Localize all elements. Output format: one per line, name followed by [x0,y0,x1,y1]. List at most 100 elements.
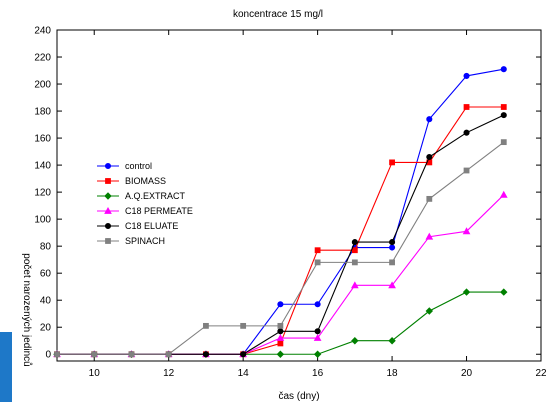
data-point [389,239,396,246]
data-point [314,328,321,335]
data-point [165,351,172,358]
data-point [276,350,285,358]
y-tick-label: 0 [45,350,51,361]
legend-label: C18 PERMEATE [125,206,193,216]
data-point [500,104,507,110]
corner-decoration [0,332,12,402]
data-point [203,322,209,329]
data-point [105,178,111,184]
data-point [104,162,112,170]
plot-area-frame [56,29,542,362]
data-point [388,281,396,289]
data-point [351,239,358,246]
data-point [426,116,433,123]
legend-item: SPINACH [97,236,165,246]
x-tick-label: 18 [387,368,399,379]
data-point [314,259,321,266]
legend-label: C18 ELUATE [125,221,178,231]
series-line [57,141,505,355]
x-tick-label: 10 [89,368,101,379]
legend-item: A.Q.EXTRACT [97,191,186,201]
data-point [425,232,434,240]
legend-label: BIOMASS [125,176,166,186]
y-axis: 0 20 40 60 80 100 120 140 160 180 200 220 240 [34,26,541,361]
data-point [314,247,321,254]
data-point [463,167,470,174]
y-tick-label: 180 [34,107,51,118]
series-control [53,66,507,358]
series-biomass [54,104,507,358]
data-point [426,195,433,202]
series-spinach [54,139,507,358]
data-point [276,334,285,341]
x-axis-title: čas (dny) [278,391,319,402]
data-point [313,350,322,358]
legend-label: control [125,161,152,171]
data-point [389,259,395,266]
y-tick-label: 60 [40,269,52,280]
data-point [54,351,60,358]
legend-label: SPINACH [125,236,165,246]
y-tick-label: 200 [34,80,51,91]
data-point [277,301,284,308]
y-axis-title: počet narozených jedinců [21,253,33,366]
series-line [57,68,504,355]
legend-item: BIOMASS [97,176,166,186]
data-point [313,334,322,341]
legend: control BIOMASS A.Q.EXTRACT C18 PERMEATE C18… [97,161,193,246]
y-tick-label: 160 [34,134,51,145]
data-point [351,337,359,345]
legend-item: control [97,161,152,171]
data-point [388,337,396,345]
x-axis: 10 12 14 16 18 20 22 [89,30,546,379]
data-point [500,288,508,296]
data-point [104,192,112,200]
x-tick-label: 16 [312,368,324,379]
data-point [425,307,434,315]
y-tick-label: 20 [40,323,52,334]
data-point [462,227,471,235]
data-point [499,190,508,198]
data-point [500,139,507,146]
y-tick-label: 100 [34,215,51,226]
data-point [314,301,321,308]
data-point [277,340,284,347]
data-point [351,259,358,266]
y-tick-label: 80 [40,242,52,253]
data-point [350,281,359,289]
data-point [500,66,507,73]
data-point [91,351,98,358]
data-point [463,104,470,110]
y-tick-label: 120 [34,188,51,199]
data-point [500,112,507,119]
chart-title: koncentrace 15 mg/l [233,9,323,20]
data-point [426,153,433,161]
data-point [277,328,284,335]
legend-item: C18 PERMEATE [97,206,193,216]
data-point [462,288,471,296]
x-tick-label: 14 [238,368,250,379]
data-point [240,351,247,358]
x-tick-label: 12 [163,368,175,379]
data-point [202,351,209,358]
y-tick-label: 220 [34,53,51,64]
data-point [463,129,470,136]
series-line [57,106,504,355]
data-point [389,159,395,166]
data-point [389,244,396,251]
legend-label: A.Q.EXTRACT [125,191,186,201]
y-tick-label: 140 [34,161,51,172]
y-tick-label: 40 [40,296,52,307]
x-tick-label: 22 [535,368,546,379]
data-point [105,238,111,244]
data-point [104,222,112,230]
data-point [351,247,358,254]
series-layer [53,66,508,358]
data-point [240,322,247,329]
data-point [104,206,112,214]
data-point [277,322,284,329]
data-point [463,72,470,79]
x-tick-label: 20 [461,368,473,379]
data-point [128,351,135,358]
